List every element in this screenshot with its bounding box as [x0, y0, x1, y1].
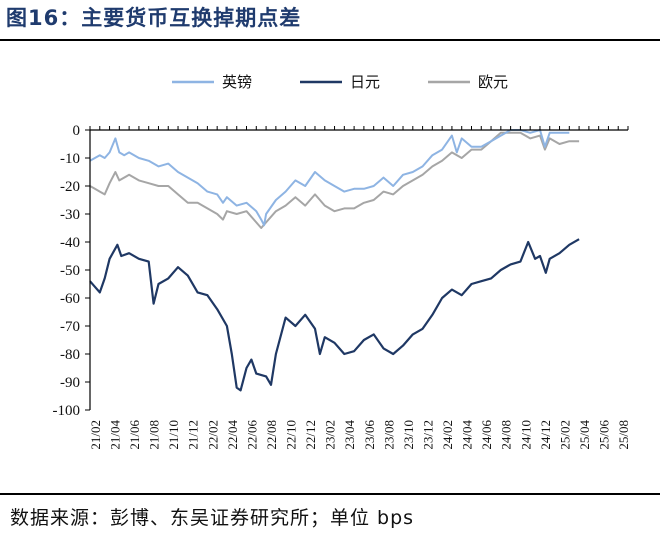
- x-tick-label: 21/12: [186, 420, 201, 450]
- x-tick-label: 23/08: [381, 420, 396, 450]
- x-tick-label: 23/04: [342, 420, 357, 450]
- x-tick-label: 25/04: [577, 420, 592, 450]
- x-tick-label: 21/02: [88, 420, 103, 450]
- y-tick-label: -70: [60, 319, 80, 335]
- x-tick-label: 24/12: [538, 420, 553, 450]
- legend-label-0: 英镑: [222, 73, 252, 91]
- x-tick-label: 23/10: [401, 420, 416, 450]
- y-tick-label: -30: [60, 207, 80, 223]
- x-tick-label: 23/06: [362, 420, 377, 450]
- source-rule: [0, 493, 660, 495]
- x-tick-label: 22/02: [205, 420, 220, 450]
- legend-label-2: 欧元: [478, 73, 508, 91]
- x-tick-label: 21/04: [107, 420, 122, 450]
- x-tick-label: 25/08: [616, 420, 631, 450]
- x-tick-label: 24/06: [479, 420, 494, 450]
- y-tick-label: -40: [60, 235, 80, 251]
- legend-label-1: 日元: [350, 73, 380, 91]
- x-tick-label: 25/06: [597, 420, 612, 450]
- x-tick-label: 21/08: [147, 420, 162, 450]
- x-tick-label: 21/10: [166, 420, 181, 450]
- y-tick-label: -10: [60, 151, 80, 167]
- y-tick-label: 0: [73, 123, 81, 139]
- x-tick-label: 22/04: [225, 420, 240, 450]
- y-tick-label: -50: [60, 263, 80, 279]
- x-tick-label: 23/12: [420, 420, 435, 450]
- x-tick-label: 21/06: [127, 420, 142, 450]
- x-tick-label: 22/08: [264, 420, 279, 450]
- y-tick-label: -60: [60, 291, 80, 307]
- x-tick-label: 25/02: [557, 420, 572, 450]
- x-tick-label: 22/06: [244, 420, 259, 450]
- series-line-1: [89, 238, 580, 392]
- data-source-note: 数据来源：彭博、东吴证券研究所；单位 bps: [10, 507, 415, 529]
- series-layer: [89, 129, 580, 392]
- x-tick-label: 24/04: [460, 420, 475, 450]
- figure-title: 图16：主要货币互换掉期点差: [6, 6, 302, 30]
- series-line-2: [89, 131, 580, 229]
- x-tick-label: 24/08: [499, 420, 514, 450]
- x-tick-label: 24/10: [518, 420, 533, 450]
- axis-layer: 0 -10 -20 -30 -40 -50 -60 -70 -80 -90 -100 21/02 21/…: [53, 123, 632, 450]
- x-tick-label: 22/12: [303, 420, 318, 450]
- x-tick-label: 22/10: [284, 420, 299, 450]
- y-tick-label: -100: [53, 403, 81, 419]
- y-tick-label: -90: [60, 375, 80, 391]
- x-tick-label: 23/02: [323, 420, 338, 450]
- x-tick-label: 24/02: [440, 420, 455, 450]
- chart-legend: 英镑 日元 欧元: [172, 73, 508, 91]
- y-tick-label: -20: [60, 179, 80, 195]
- title-rule: [0, 39, 660, 41]
- y-tick-label: -80: [60, 347, 80, 363]
- series-line-0: [89, 129, 570, 227]
